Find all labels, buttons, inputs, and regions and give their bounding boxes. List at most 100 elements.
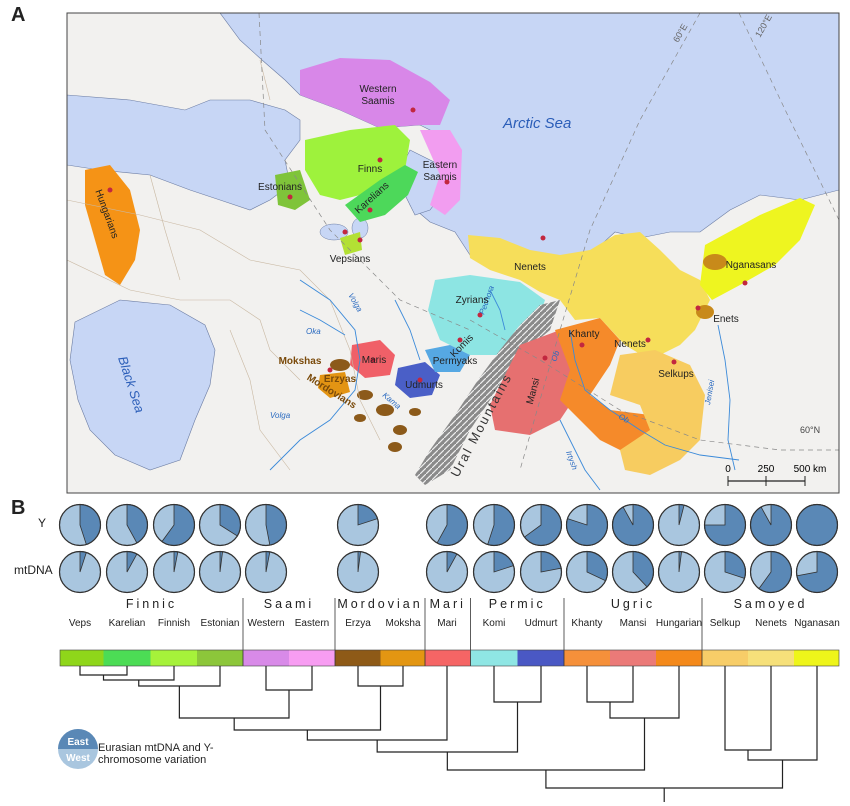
pie-y-finnish-outline: [152, 503, 196, 547]
region-karelians: [345, 165, 418, 222]
region-permyaks: [425, 345, 470, 372]
color-bar-hungarian: [656, 650, 702, 666]
arctic-sea-label: Arctic Sea: [502, 115, 571, 132]
tree-permic: [493, 666, 542, 703]
pie-mtdna-western-outline: [244, 550, 288, 594]
label-eastern-saamis-1: Eastern: [423, 160, 457, 171]
color-bar-udmurt: [517, 650, 564, 666]
tree-selkup-nenets: [724, 666, 772, 751]
black-sea: [69, 299, 216, 471]
color-bar-karelian: [103, 650, 151, 666]
label-udmurts: Udmurts: [405, 380, 443, 391]
group-name-samoyed: Samoyed: [733, 597, 808, 611]
pie-mtdna-veps-outline: [58, 550, 102, 594]
region-enets-2: [696, 305, 714, 319]
label-eastern-saamis-2: Saamis: [423, 172, 456, 183]
pie-y-mansi-outline: [611, 503, 655, 547]
scale-tick-250: 250: [758, 464, 775, 475]
pie-y-veps-outline: [58, 503, 102, 547]
label-selkups: Selkups: [658, 369, 694, 380]
tree-mordovian: [357, 666, 404, 687]
color-bar-erzya: [335, 650, 381, 666]
region-vepsians: [340, 232, 362, 255]
population-label-finnish: Finnish: [157, 618, 191, 629]
label-vepsians: Vepsians: [330, 254, 371, 265]
legend-pie-east-half: [58, 729, 98, 749]
tree-estonian: [138, 666, 221, 687]
legend-caption: Eurasian mtDNA and Y-chromosome variatio…: [98, 742, 214, 766]
pie-y-udmurt-outline: [519, 503, 563, 547]
label-western-saamis-1: Western: [359, 84, 396, 95]
river-ob-1: Ob: [549, 349, 561, 363]
label-estonians: Estonians: [258, 182, 302, 193]
row-label-mtdna: mtDNA: [14, 563, 53, 577]
tree-veps-karelian: [79, 666, 128, 676]
legend-west-label: West: [66, 753, 90, 764]
color-bar-selkup: [702, 650, 748, 666]
region-mansi: [490, 330, 585, 435]
tree-finnic-saami-mordovian: [233, 686, 382, 731]
label-zyrians: Zyrians: [456, 295, 489, 306]
pie-mtdna-khanty-outline: [565, 550, 609, 594]
color-bar-mansi: [610, 650, 656, 666]
population-label-erzya: Erzya: [345, 618, 371, 629]
pie-y-nenets-outline: [749, 503, 793, 547]
label-khanty: Khanty: [568, 329, 599, 340]
region-erzyas: [330, 359, 421, 452]
color-bar-nganasan: [794, 650, 839, 666]
tree-finno-ugric: [446, 718, 646, 771]
population-label-khanty: Khanty: [571, 618, 603, 629]
color-bar-moksha: [380, 650, 425, 666]
tree-khanty-mansi: [586, 666, 634, 703]
river-lines: [269, 279, 740, 491]
tree-finnic-saami: [178, 686, 290, 719]
lake-ladoga: [319, 223, 349, 241]
color-bar-nenets: [748, 650, 794, 666]
label-mokshas: Mokshas: [279, 356, 322, 367]
row-label-y: Y: [38, 516, 47, 530]
label-finns: Finns: [358, 164, 382, 175]
parallel-60-label: 60°N: [800, 425, 820, 435]
label-nenets-2: Nenets: [614, 339, 646, 350]
color-bar-mari: [425, 650, 471, 666]
pie-y-mari-outline: [425, 503, 469, 547]
population-label-karelian: Karelian: [108, 618, 146, 629]
population-label-mari: Mari: [437, 618, 457, 629]
region-eastern-saamis: [420, 130, 462, 215]
panel-b: East West: [58, 503, 840, 802]
tree-uralic-root: [545, 760, 784, 789]
region-hungarians: [85, 165, 140, 285]
region-estonians: [275, 170, 310, 210]
tree-ugric: [609, 666, 680, 719]
color-bar-eastern: [289, 650, 335, 666]
river-volga-2: Volga: [270, 411, 291, 420]
pie-mtdna-erzya-outline: [336, 550, 380, 594]
color-bar-western: [243, 650, 289, 666]
pie-y-karelian-outline: [105, 503, 149, 547]
tree-saami: [265, 666, 313, 691]
pie-y-western-outline: [244, 503, 288, 547]
panel-b-letter: B: [11, 497, 26, 519]
panel-a-letter: A: [11, 4, 26, 26]
color-bar-frame: [59, 649, 840, 667]
border-lines: [67, 59, 381, 471]
population-label-udmurt: Udmurt: [524, 618, 558, 629]
pie-mtdna-finnish-outline: [152, 550, 196, 594]
river-oka: Oka: [306, 327, 321, 336]
population-dots: [107, 107, 748, 383]
pie-y-estonian-outline: [198, 503, 242, 547]
region-selkups: [610, 350, 705, 475]
group-name-saami: Saami: [263, 597, 315, 611]
pie-mtdna-karelian-outline: [105, 550, 149, 594]
scale-bar: 0 250 500 km: [725, 464, 826, 486]
scale-tick-0: 0: [725, 464, 731, 475]
group-name-finnic: Finnic: [125, 597, 178, 611]
population-label-hungarian: Hungarian: [655, 618, 703, 629]
group-name-permic: Permic: [488, 597, 546, 611]
pie-mtdna-selkup-outline: [703, 550, 747, 594]
scale-tick-500: 500 km: [794, 464, 827, 475]
color-bar-estonian: [197, 650, 243, 666]
group-name-mari: Mari: [429, 597, 466, 611]
pie-y-komi-outline: [472, 503, 516, 547]
label-western-saamis-2: Saamis: [361, 96, 394, 107]
